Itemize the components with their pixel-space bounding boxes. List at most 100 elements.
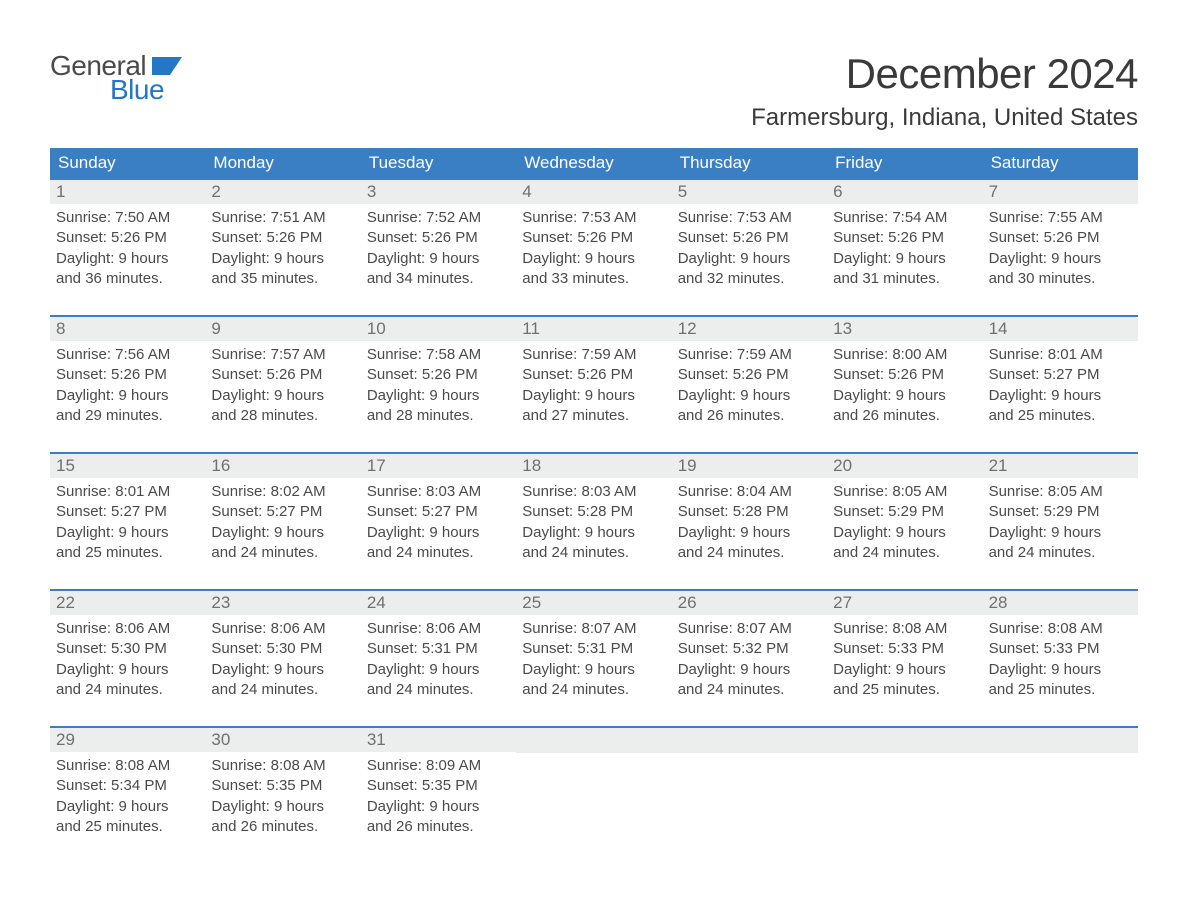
day-daylight2: and 30 minutes. xyxy=(989,269,1132,289)
day-sunset: Sunset: 5:26 PM xyxy=(678,365,821,385)
day-daylight1: Daylight: 9 hours xyxy=(989,249,1132,269)
day-info: Sunrise: 7:57 AMSunset: 5:26 PMDaylight:… xyxy=(205,341,360,430)
day-daylight2: and 24 minutes. xyxy=(56,680,199,700)
day-cell xyxy=(672,728,827,841)
day-sunrise: Sunrise: 7:51 AM xyxy=(211,208,354,228)
day-cell: 21Sunrise: 8:05 AMSunset: 5:29 PMDayligh… xyxy=(983,454,1138,567)
day-info: Sunrise: 7:53 AMSunset: 5:26 PMDaylight:… xyxy=(516,204,671,293)
day-info: Sunrise: 7:56 AMSunset: 5:26 PMDaylight:… xyxy=(50,341,205,430)
day-number: 24 xyxy=(361,591,516,615)
day-daylight2: and 24 minutes. xyxy=(367,680,510,700)
day-sunset: Sunset: 5:26 PM xyxy=(522,228,665,248)
day-info: Sunrise: 8:03 AMSunset: 5:27 PMDaylight:… xyxy=(361,478,516,567)
day-daylight1: Daylight: 9 hours xyxy=(989,660,1132,680)
day-sunrise: Sunrise: 8:01 AM xyxy=(989,345,1132,365)
weekday-header: Sunday Monday Tuesday Wednesday Thursday… xyxy=(50,148,1138,178)
day-sunset: Sunset: 5:26 PM xyxy=(211,228,354,248)
day-cell: 16Sunrise: 8:02 AMSunset: 5:27 PMDayligh… xyxy=(205,454,360,567)
day-daylight1: Daylight: 9 hours xyxy=(833,660,976,680)
day-daylight1: Daylight: 9 hours xyxy=(522,660,665,680)
day-cell xyxy=(983,728,1138,841)
day-info: Sunrise: 7:51 AMSunset: 5:26 PMDaylight:… xyxy=(205,204,360,293)
day-sunrise: Sunrise: 8:04 AM xyxy=(678,482,821,502)
day-number: 2 xyxy=(205,180,360,204)
day-number: 30 xyxy=(205,728,360,752)
day-sunrise: Sunrise: 8:06 AM xyxy=(56,619,199,639)
day-number: 10 xyxy=(361,317,516,341)
day-cell: 31Sunrise: 8:09 AMSunset: 5:35 PMDayligh… xyxy=(361,728,516,841)
day-number: 18 xyxy=(516,454,671,478)
weekday-friday: Friday xyxy=(827,148,982,178)
day-info: Sunrise: 7:59 AMSunset: 5:26 PMDaylight:… xyxy=(516,341,671,430)
day-sunrise: Sunrise: 7:56 AM xyxy=(56,345,199,365)
day-sunrise: Sunrise: 7:59 AM xyxy=(522,345,665,365)
day-info: Sunrise: 7:50 AMSunset: 5:26 PMDaylight:… xyxy=(50,204,205,293)
day-sunset: Sunset: 5:26 PM xyxy=(367,228,510,248)
header: General Blue December 2024 Farmersburg, … xyxy=(50,50,1138,132)
week-row: 8Sunrise: 7:56 AMSunset: 5:26 PMDaylight… xyxy=(50,315,1138,430)
day-sunrise: Sunrise: 7:50 AM xyxy=(56,208,199,228)
brand-text-2: Blue xyxy=(50,74,182,106)
day-cell: 13Sunrise: 8:00 AMSunset: 5:26 PMDayligh… xyxy=(827,317,982,430)
day-cell: 18Sunrise: 8:03 AMSunset: 5:28 PMDayligh… xyxy=(516,454,671,567)
day-daylight1: Daylight: 9 hours xyxy=(56,660,199,680)
day-daylight2: and 24 minutes. xyxy=(989,543,1132,563)
week-row: 15Sunrise: 8:01 AMSunset: 5:27 PMDayligh… xyxy=(50,452,1138,567)
day-daylight1: Daylight: 9 hours xyxy=(211,797,354,817)
day-daylight1: Daylight: 9 hours xyxy=(678,660,821,680)
day-sunset: Sunset: 5:28 PM xyxy=(522,502,665,522)
day-daylight2: and 24 minutes. xyxy=(833,543,976,563)
day-daylight2: and 26 minutes. xyxy=(211,817,354,837)
day-sunset: Sunset: 5:31 PM xyxy=(367,639,510,659)
day-sunrise: Sunrise: 8:02 AM xyxy=(211,482,354,502)
day-cell: 3Sunrise: 7:52 AMSunset: 5:26 PMDaylight… xyxy=(361,180,516,293)
weekday-sunday: Sunday xyxy=(50,148,205,178)
day-cell: 8Sunrise: 7:56 AMSunset: 5:26 PMDaylight… xyxy=(50,317,205,430)
day-number: 6 xyxy=(827,180,982,204)
day-cell: 27Sunrise: 8:08 AMSunset: 5:33 PMDayligh… xyxy=(827,591,982,704)
day-sunrise: Sunrise: 8:09 AM xyxy=(367,756,510,776)
day-sunset: Sunset: 5:30 PM xyxy=(56,639,199,659)
day-sunset: Sunset: 5:26 PM xyxy=(833,365,976,385)
day-cell: 11Sunrise: 7:59 AMSunset: 5:26 PMDayligh… xyxy=(516,317,671,430)
day-daylight2: and 24 minutes. xyxy=(522,680,665,700)
day-cell: 2Sunrise: 7:51 AMSunset: 5:26 PMDaylight… xyxy=(205,180,360,293)
month-title: December 2024 xyxy=(751,50,1138,98)
day-number: 17 xyxy=(361,454,516,478)
day-daylight2: and 28 minutes. xyxy=(211,406,354,426)
day-info: Sunrise: 8:06 AMSunset: 5:30 PMDaylight:… xyxy=(205,615,360,704)
day-daylight1: Daylight: 9 hours xyxy=(56,249,199,269)
day-daylight2: and 25 minutes. xyxy=(989,680,1132,700)
weekday-monday: Monday xyxy=(205,148,360,178)
day-sunrise: Sunrise: 7:53 AM xyxy=(522,208,665,228)
weekday-wednesday: Wednesday xyxy=(516,148,671,178)
day-info: Sunrise: 8:06 AMSunset: 5:31 PMDaylight:… xyxy=(361,615,516,704)
day-cell: 15Sunrise: 8:01 AMSunset: 5:27 PMDayligh… xyxy=(50,454,205,567)
day-sunrise: Sunrise: 8:08 AM xyxy=(989,619,1132,639)
day-number: 9 xyxy=(205,317,360,341)
day-info: Sunrise: 8:04 AMSunset: 5:28 PMDaylight:… xyxy=(672,478,827,567)
day-cell: 20Sunrise: 8:05 AMSunset: 5:29 PMDayligh… xyxy=(827,454,982,567)
day-sunset: Sunset: 5:26 PM xyxy=(211,365,354,385)
day-daylight2: and 33 minutes. xyxy=(522,269,665,289)
day-number: 12 xyxy=(672,317,827,341)
day-sunrise: Sunrise: 8:05 AM xyxy=(833,482,976,502)
day-daylight1: Daylight: 9 hours xyxy=(367,249,510,269)
day-cell xyxy=(827,728,982,841)
day-sunrise: Sunrise: 8:03 AM xyxy=(367,482,510,502)
day-info: Sunrise: 7:52 AMSunset: 5:26 PMDaylight:… xyxy=(361,204,516,293)
day-daylight2: and 25 minutes. xyxy=(989,406,1132,426)
day-number: 27 xyxy=(827,591,982,615)
day-sunrise: Sunrise: 8:07 AM xyxy=(522,619,665,639)
day-daylight1: Daylight: 9 hours xyxy=(678,249,821,269)
day-info: Sunrise: 7:54 AMSunset: 5:26 PMDaylight:… xyxy=(827,204,982,293)
day-daylight1: Daylight: 9 hours xyxy=(678,386,821,406)
day-daylight1: Daylight: 9 hours xyxy=(678,523,821,543)
day-sunset: Sunset: 5:35 PM xyxy=(367,776,510,796)
day-daylight2: and 25 minutes. xyxy=(56,543,199,563)
day-info: Sunrise: 7:55 AMSunset: 5:26 PMDaylight:… xyxy=(983,204,1138,293)
day-number-empty xyxy=(516,728,671,753)
day-sunset: Sunset: 5:27 PM xyxy=(367,502,510,522)
day-sunrise: Sunrise: 8:00 AM xyxy=(833,345,976,365)
day-daylight2: and 24 minutes. xyxy=(522,543,665,563)
